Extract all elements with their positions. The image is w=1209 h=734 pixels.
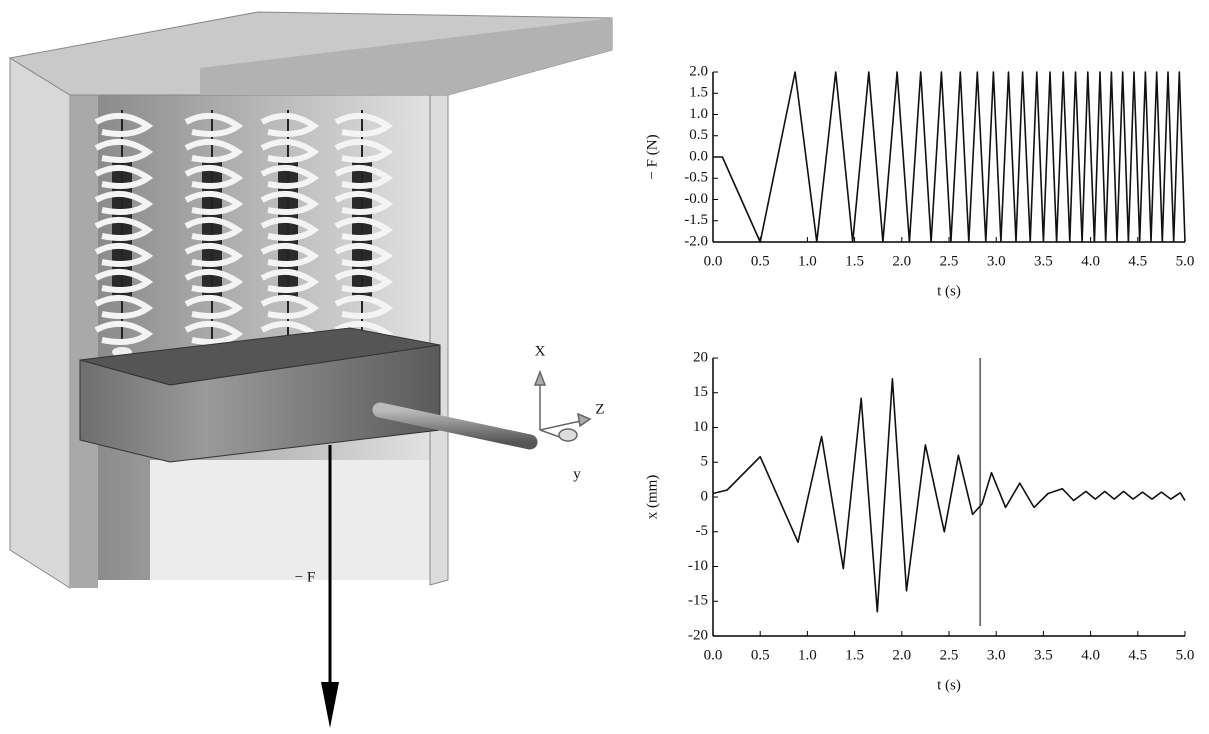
y-tick-label: 10 — [693, 419, 708, 435]
spring-coil — [334, 165, 394, 189]
spring-coil — [184, 269, 244, 293]
axes-icon — [533, 369, 592, 442]
x-tick-label: 2.0 — [892, 253, 911, 269]
axis-label-z: Z — [595, 401, 604, 417]
spring-coil — [260, 295, 320, 319]
spring-coil — [94, 217, 154, 241]
y-tick-label: -0.0 — [684, 191, 708, 207]
spring-coil — [184, 321, 244, 345]
springs — [94, 110, 394, 357]
spring-coil — [94, 295, 154, 319]
left-wall — [9, 57, 71, 589]
x-tick-label: 1.0 — [798, 647, 817, 663]
y-tick-label: -15 — [688, 593, 708, 609]
x-tick-label: 4.5 — [1128, 253, 1147, 269]
y-tick-label: -0.5 — [684, 170, 708, 186]
force-arrow-head — [321, 682, 339, 728]
axis-label-x: X — [535, 343, 546, 359]
x-tick-label: 3.5 — [1034, 647, 1053, 663]
data-line — [712, 378, 1186, 613]
spring-coil — [334, 295, 394, 319]
x-tick-label: 1.5 — [845, 253, 864, 269]
y-axis-title: − F (N) — [644, 134, 660, 179]
y-tick-label: 20 — [693, 349, 708, 365]
spring-coil — [334, 139, 394, 163]
spring-coil — [260, 243, 320, 267]
right-wall — [429, 94, 449, 586]
spring-coil — [94, 113, 154, 137]
top-slab-front — [200, 18, 612, 95]
force-label: − F — [295, 569, 316, 585]
y-tick-label: 1.5 — [689, 85, 708, 101]
x-tick-label: 0.5 — [751, 647, 770, 663]
axis-label-y: y — [573, 466, 581, 482]
x-tick-label: 0.0 — [704, 647, 723, 663]
spring-coil — [260, 217, 320, 241]
y-tick-label: 0.0 — [689, 148, 708, 164]
spring-coil — [94, 139, 154, 163]
spring-coil — [184, 295, 244, 319]
spring-coil — [184, 217, 244, 241]
spring-coil — [94, 165, 154, 189]
spring-coil — [184, 243, 244, 267]
y-tick-label: -2.0 — [684, 233, 708, 249]
x-tick-label: 3.0 — [987, 647, 1006, 663]
y-tick-label: 5 — [701, 454, 709, 470]
spring-coil — [260, 269, 320, 293]
spring-coil — [94, 191, 154, 215]
y-tick-label: 1.0 — [689, 106, 708, 122]
y-tick-label: 0.5 — [689, 127, 708, 143]
x-tick-label: 4.0 — [1081, 647, 1100, 663]
charts: 2.0 1.5 1.0 0.5 0.0 -0.5 -0.0 -1.5 -2.0 0.0 0.5 1.0… — [644, 63, 1194, 693]
spring-coil — [184, 113, 244, 137]
y-axis-title: x (mm) — [644, 475, 660, 520]
y-tick-label: 2.0 — [689, 63, 708, 79]
spring-coil — [334, 113, 394, 137]
spring-coil — [184, 139, 244, 163]
x-tick-label: 2.5 — [940, 647, 959, 663]
spring-coil — [334, 191, 394, 215]
y-tick-label: 15 — [693, 384, 708, 400]
y-tick-label: -10 — [688, 558, 708, 574]
spring-coil — [260, 165, 320, 189]
y-tick-label: 0 — [701, 488, 709, 504]
data-line — [713, 71, 1186, 243]
x-tick-label: 1.5 — [845, 647, 864, 663]
x-tick-label: 2.0 — [892, 647, 911, 663]
x-tick-label: 5.0 — [1176, 647, 1195, 663]
x-tick-label: 3.0 — [987, 253, 1006, 269]
y-tick-label: -5 — [696, 523, 709, 539]
spring-coil — [184, 191, 244, 215]
x-tick-label: 3.5 — [1034, 253, 1053, 269]
x-axis-title: t (s) — [937, 677, 961, 693]
spring-coil — [334, 217, 394, 241]
spring-coil — [184, 165, 244, 189]
x-tick-label: 5.0 — [1176, 253, 1195, 269]
x-tick-label: 0.5 — [751, 253, 770, 269]
x-tick-label: 2.5 — [940, 253, 959, 269]
y-tick-label: -1.5 — [684, 212, 708, 228]
x-tick-label: 1.0 — [798, 253, 817, 269]
spring-coil — [260, 139, 320, 163]
x-tick-label: 4.0 — [1081, 253, 1100, 269]
left-wall-inner — [70, 95, 98, 588]
spring-coil — [334, 243, 394, 267]
spring-coil — [94, 321, 154, 345]
y-tick-label: -20 — [688, 627, 708, 643]
x-axis-title: t (s) — [937, 283, 961, 299]
spring-coil — [260, 191, 320, 215]
spring-coil — [260, 113, 320, 137]
spring-coil — [94, 269, 154, 293]
rod — [372, 402, 538, 450]
floor-light — [150, 460, 440, 580]
x-tick-label: 4.5 — [1128, 647, 1147, 663]
spring-coil — [334, 269, 394, 293]
x-tick-label: 0.0 — [704, 253, 723, 269]
spring-coil — [94, 243, 154, 267]
illustration: X Z y − F — [8, 11, 613, 728]
